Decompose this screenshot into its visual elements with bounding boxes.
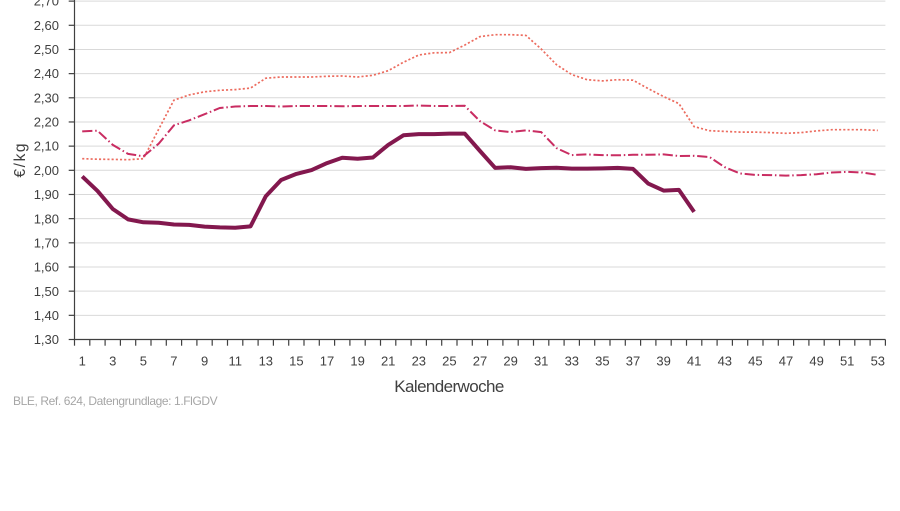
svg-text:Kalenderwoche: Kalenderwoche [394,377,504,396]
svg-text:11: 11 [228,354,242,369]
svg-text:€/kg: €/kg [12,142,29,178]
svg-text:2,20: 2,20 [34,115,59,130]
svg-text:51: 51 [840,354,854,369]
svg-text:2,10: 2,10 [34,139,59,154]
svg-text:5: 5 [140,354,147,369]
svg-text:1,70: 1,70 [34,235,59,250]
svg-text:BLE, Ref. 624, Datengrundlage:: BLE, Ref. 624, Datengrundlage: 1.FlGDV [13,394,218,408]
svg-text:2,40: 2,40 [34,66,59,81]
svg-text:2,30: 2,30 [34,90,59,105]
svg-text:15: 15 [289,354,303,369]
svg-text:1,90: 1,90 [34,187,59,202]
svg-text:49: 49 [809,354,823,369]
svg-text:27: 27 [473,354,487,369]
svg-text:2,60: 2,60 [34,18,59,33]
svg-text:33: 33 [565,354,579,369]
svg-text:2,00: 2,00 [34,163,59,178]
svg-text:1,50: 1,50 [34,284,59,299]
svg-text:53: 53 [871,354,885,369]
svg-text:23: 23 [412,354,426,369]
svg-text:37: 37 [626,354,640,369]
svg-text:1: 1 [79,354,86,369]
svg-text:1,30: 1,30 [34,332,59,347]
svg-text:3: 3 [109,354,116,369]
svg-text:29: 29 [503,354,517,369]
svg-text:7: 7 [170,354,177,369]
svg-text:25: 25 [442,354,456,369]
svg-text:2,50: 2,50 [34,42,59,57]
svg-text:31: 31 [534,354,548,369]
svg-text:1,60: 1,60 [34,260,59,275]
svg-text:39: 39 [656,354,670,369]
svg-text:43: 43 [718,354,732,369]
svg-text:1,40: 1,40 [34,308,59,323]
svg-text:17: 17 [320,354,334,369]
svg-text:1,80: 1,80 [34,211,59,226]
svg-text:19: 19 [350,354,364,369]
svg-text:41: 41 [687,354,701,369]
svg-text:9: 9 [201,354,208,369]
svg-text:13: 13 [259,354,273,369]
svg-text:21: 21 [381,354,395,369]
svg-text:2,70: 2,70 [34,0,59,9]
svg-text:47: 47 [779,354,793,369]
svg-text:45: 45 [748,354,762,369]
svg-text:35: 35 [595,354,609,369]
